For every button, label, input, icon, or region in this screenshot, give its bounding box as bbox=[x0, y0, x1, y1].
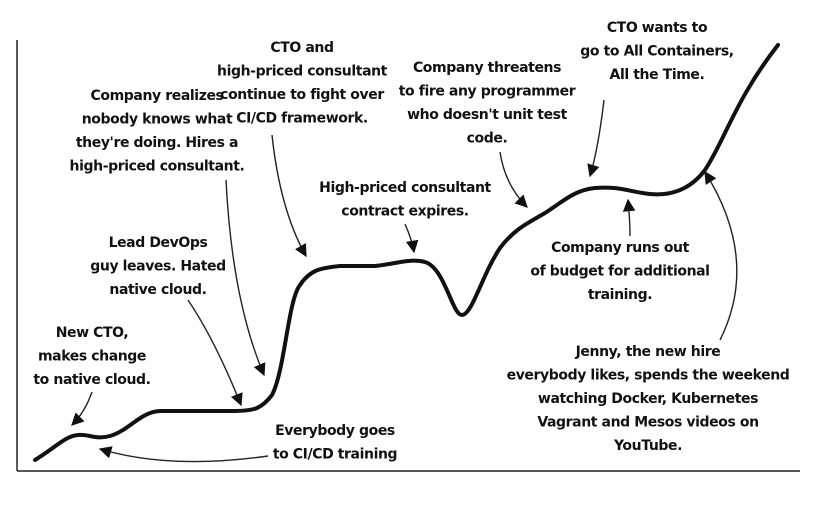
annotation-line: continue to fight over bbox=[220, 87, 384, 103]
annotation-line: native cloud. bbox=[109, 282, 206, 298]
annotation-line: to fire any programmer bbox=[399, 84, 576, 100]
annotation-line: to native cloud. bbox=[33, 372, 150, 388]
annotation-line: CTO and bbox=[270, 40, 333, 56]
annotation-line: CTO wants to bbox=[607, 20, 708, 36]
annotation-line: nobody knows what bbox=[82, 112, 233, 128]
curve bbox=[33, 43, 780, 462]
annotation-line: New CTO, bbox=[56, 325, 129, 341]
annotation-line: of budget for additional bbox=[530, 264, 709, 280]
annotation-line: high-priced consultant bbox=[217, 64, 388, 80]
annotation-line: to CI/CD training bbox=[273, 447, 397, 463]
annotation-line: Company runs out bbox=[551, 240, 690, 256]
annotation-line: who doesn't unit test bbox=[407, 107, 567, 123]
annotation-line: Company realizes bbox=[91, 88, 224, 104]
annotation-line: Lead DevOps bbox=[109, 235, 208, 251]
arrows bbox=[71, 99, 738, 463]
annotation-line: everybody likes, spends the weekend bbox=[507, 368, 790, 384]
annotation-line: code. bbox=[467, 131, 508, 147]
annotation-line: Company threatens bbox=[413, 60, 561, 76]
annotation-line: Everybody goes bbox=[275, 423, 395, 439]
annotation-line: High-priced consultant bbox=[319, 180, 491, 196]
annotation-line: CI/CD framework. bbox=[236, 111, 368, 127]
annotation-line: Vagrant and Mesos videos on bbox=[537, 415, 758, 431]
annotation-line: go to All Containers, bbox=[580, 44, 733, 60]
annotation-line: guy leaves. Hated bbox=[90, 259, 225, 275]
annotation-line: contract expires. bbox=[341, 204, 468, 220]
annotation-line: training. bbox=[588, 287, 652, 303]
annotation-line: Jenny, the new hire bbox=[575, 344, 721, 360]
annotations: New CTO, makes change to native cloud. Lead… bbox=[33, 20, 789, 463]
annotation-line: high-priced consultant. bbox=[70, 159, 245, 175]
annotation-line: watching Docker, Kubernetes bbox=[538, 391, 758, 407]
annotation-line: All the Time. bbox=[610, 67, 705, 83]
annotation-line: they're doing. Hires a bbox=[76, 135, 238, 151]
annotation-line: makes change bbox=[38, 349, 146, 365]
annotation-line: YouTube. bbox=[613, 438, 682, 454]
